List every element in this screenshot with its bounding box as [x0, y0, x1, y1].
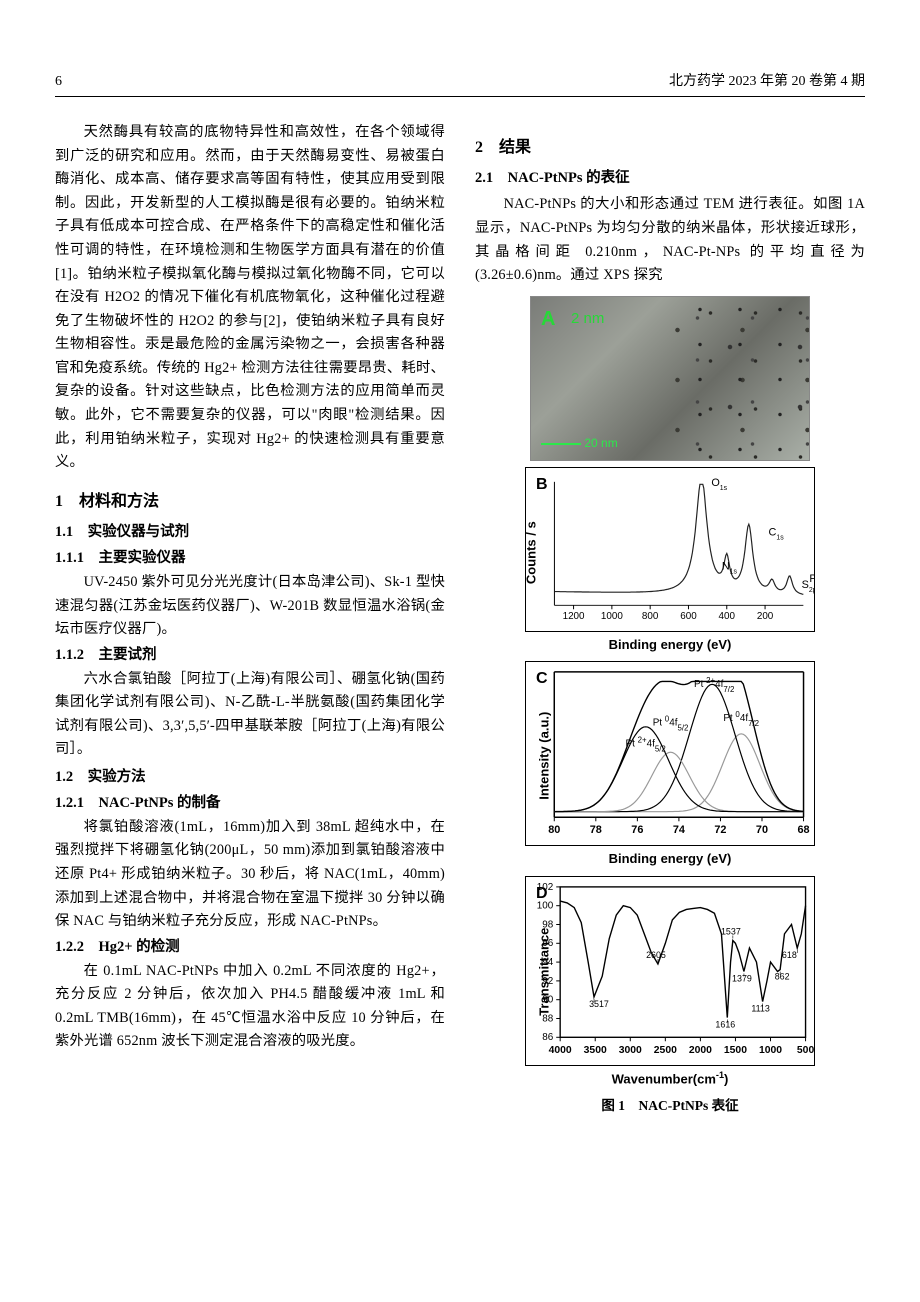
svg-text:2000: 2000 [689, 1045, 712, 1056]
panel-b-xlabel: Binding energy (eV) [525, 634, 815, 655]
section-1-2-2-title: 1.2.2 Hg2+ 的检测 [55, 936, 445, 960]
section-1-1-1-title: 1.1.1 主要实验仪器 [55, 547, 445, 571]
figure-1-panel-c: C 68707274767880 Pt 2+4f7/2Pt 04f7/2Pt 0… [525, 661, 815, 846]
figure-1-panel-b: B 20040060080010001200 O1sC1sN1sPt4fS2p [525, 467, 815, 632]
section-1-2-1-title: 1.2.1 NAC-PtNPs 的制备 [55, 792, 445, 816]
svg-text:4000: 4000 [549, 1045, 572, 1056]
svg-text:76: 76 [631, 824, 643, 836]
section-2-1-body: NAC-PtNPs 的大小和形态通过 TEM 进行表征。如图 1A 显示，NAC… [475, 193, 865, 287]
journal-info: 北方药学 2023 年第 20 卷第 4 期 [669, 70, 865, 93]
svg-text:3517: 3517 [589, 998, 609, 1008]
section-2-title: 2 结果 [475, 135, 865, 161]
svg-text:1000: 1000 [759, 1045, 782, 1056]
svg-text:Pt 04f7/2: Pt 04f7/2 [723, 710, 759, 728]
figure-1-panel-d-wrap: Transmittance D 500100015002000250030003… [525, 876, 815, 1090]
figure-1: A 2 nm 20 nm Counts / s B 20040060080010… [475, 296, 865, 1118]
svg-text:2500: 2500 [654, 1045, 677, 1056]
svg-text:74: 74 [673, 824, 685, 836]
page-header: 6 北方药学 2023 年第 20 卷第 4 期 [55, 70, 865, 97]
section-2-1-title: 2.1 NAC-PtNPs 的表征 [475, 167, 865, 191]
svg-text:1616: 1616 [715, 1019, 735, 1029]
section-1-1-1-body: UV-2450 紫外可见分光光度计(日本岛津公司)、Sk-1 型快速混匀器(江苏… [55, 571, 445, 642]
section-1-1-2-body: 六水合氯铂酸［阿拉丁(上海)有限公司］、硼氢化钠(国药集团化学试剂有限公司)、N… [55, 668, 445, 762]
section-1-2-1-body: 将氯铂酸溶液(1mL，16mm)加入到 38mL 超纯水中，在强烈搅拌下将硼氢化… [55, 816, 445, 934]
svg-text:618: 618 [782, 949, 797, 959]
panel-a-overlay: 2 nm [571, 307, 604, 332]
page-number: 6 [55, 70, 62, 93]
figure-1-caption: 图 1 NAC-PtNPs 表征 [475, 1095, 865, 1117]
svg-text:1537: 1537 [721, 926, 741, 936]
svg-text:102: 102 [537, 881, 553, 892]
svg-text:100: 100 [537, 900, 554, 911]
svg-text:88: 88 [542, 1013, 553, 1024]
panel-c-xlabel: Binding energy (eV) [525, 848, 815, 869]
svg-text:3500: 3500 [584, 1045, 607, 1056]
svg-text:98: 98 [542, 919, 553, 930]
svg-text:600: 600 [680, 611, 697, 622]
figure-1-panel-b-wrap: Counts / s B 20040060080010001200 O1sC1s… [525, 467, 815, 655]
svg-text:862: 862 [775, 971, 790, 981]
section-1-2-2-body: 在 0.1mL NAC-PtNPs 中加入 0.2mL 不同浓度的 Hg2+，充… [55, 960, 445, 1054]
svg-text:96: 96 [542, 938, 553, 949]
svg-text:Pt 04f5/2: Pt 04f5/2 [653, 714, 689, 732]
svg-text:80: 80 [548, 824, 560, 836]
figure-1-panel-c-wrap: Intensity (a.u.) C 68707274767880 Pt 2+4… [525, 661, 815, 869]
content-columns: 天然酶具有较高的底物特异性和高效性，在各个领域得到广泛的研究和应用。然而，由于天… [55, 121, 865, 1118]
svg-text:92: 92 [542, 975, 553, 986]
figure-1-panel-d: D 50010001500200025003000350040008688909… [525, 876, 815, 1066]
svg-text:78: 78 [590, 824, 602, 836]
svg-text:1113: 1113 [751, 1003, 770, 1013]
svg-text:400: 400 [719, 611, 736, 622]
svg-text:94: 94 [542, 957, 553, 968]
svg-text:70: 70 [756, 824, 768, 836]
intro-paragraph: 天然酶具有较高的底物特异性和高效性，在各个领域得到广泛的研究和应用。然而，由于天… [55, 121, 445, 475]
svg-text:2605: 2605 [646, 950, 666, 960]
svg-text:1379: 1379 [732, 973, 752, 983]
svg-text:200: 200 [757, 611, 774, 622]
svg-text:72: 72 [714, 824, 726, 836]
section-1-1-title: 1.1 实验仪器与试剂 [55, 521, 445, 545]
svg-text:500: 500 [797, 1045, 814, 1056]
svg-text:1500: 1500 [724, 1045, 747, 1056]
right-column: 2 结果 2.1 NAC-PtNPs 的表征 NAC-PtNPs 的大小和形态通… [475, 121, 865, 1118]
section-1-1-2-title: 1.1.2 主要试剂 [55, 644, 445, 668]
panel-a-scale: 20 nm [541, 434, 618, 454]
svg-text:90: 90 [542, 994, 553, 1005]
section-1-2-title: 1.2 实验方法 [55, 766, 445, 790]
svg-text:Pt4f: Pt4f [809, 573, 814, 588]
figure-1-panel-a: A 2 nm 20 nm [530, 296, 810, 461]
svg-text:C1s: C1s [769, 526, 785, 541]
svg-text:N1s: N1s [722, 560, 738, 575]
panel-d-xlabel: Wavenumber(cm-1) [525, 1068, 815, 1090]
svg-text:3000: 3000 [619, 1045, 642, 1056]
svg-text:800: 800 [642, 611, 659, 622]
svg-text:86: 86 [542, 1032, 553, 1043]
svg-text:O1s: O1s [711, 477, 727, 492]
section-1-title: 1 材料和方法 [55, 489, 445, 515]
svg-text:1000: 1000 [601, 611, 623, 622]
svg-text:1200: 1200 [563, 611, 585, 622]
svg-text:Pt 2+4f7/2: Pt 2+4f7/2 [694, 676, 734, 694]
svg-text:68: 68 [797, 824, 809, 836]
svg-text:Pt 2+4f5/2: Pt 2+4f5/2 [625, 735, 665, 753]
left-column: 天然酶具有较高的底物特异性和高效性，在各个领域得到广泛的研究和应用。然而，由于天… [55, 121, 445, 1054]
